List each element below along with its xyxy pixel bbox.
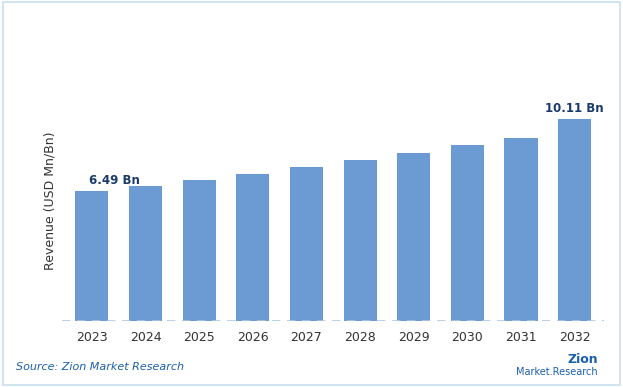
Bar <box>397 153 430 321</box>
Text: Source: Zion Market Research: Source: Zion Market Research <box>16 361 184 372</box>
Bar <box>75 192 108 321</box>
Text: Zion: Zion <box>568 353 598 366</box>
Bar <box>343 160 377 321</box>
Bar <box>451 146 484 321</box>
Text: 6.49 Bn: 6.49 Bn <box>89 175 140 187</box>
Text: 10.11 Bn: 10.11 Bn <box>546 102 604 115</box>
Text: 2024-2032 (USD Billion): 2024-2032 (USD Billion) <box>345 27 551 45</box>
Bar <box>558 119 591 321</box>
Text: Market.Research: Market.Research <box>516 367 598 377</box>
Bar <box>129 186 162 321</box>
Y-axis label: Revenue (USD Mn/Bn): Revenue (USD Mn/Bn) <box>44 132 57 271</box>
Bar <box>290 167 323 321</box>
Text: CAGR :  4.50%: CAGR : 4.50% <box>105 98 222 113</box>
Text: Global Malted Food Drinks Market,: Global Malted Food Drinks Market, <box>19 26 386 45</box>
Bar <box>236 174 269 321</box>
Bar <box>505 138 538 321</box>
Bar <box>183 180 216 321</box>
